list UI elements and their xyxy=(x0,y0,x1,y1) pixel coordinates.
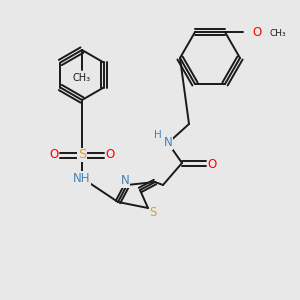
Text: O: O xyxy=(50,148,58,161)
Text: H: H xyxy=(154,130,162,140)
Text: N: N xyxy=(121,175,129,188)
Text: S: S xyxy=(149,206,157,218)
Text: O: O xyxy=(252,26,262,38)
Text: CH₃: CH₃ xyxy=(73,73,91,83)
Text: O: O xyxy=(207,158,217,172)
Text: NH: NH xyxy=(73,172,91,184)
Text: CH₃: CH₃ xyxy=(269,28,286,38)
Text: N: N xyxy=(164,136,172,149)
Text: O: O xyxy=(105,148,115,161)
Text: S: S xyxy=(78,148,86,161)
